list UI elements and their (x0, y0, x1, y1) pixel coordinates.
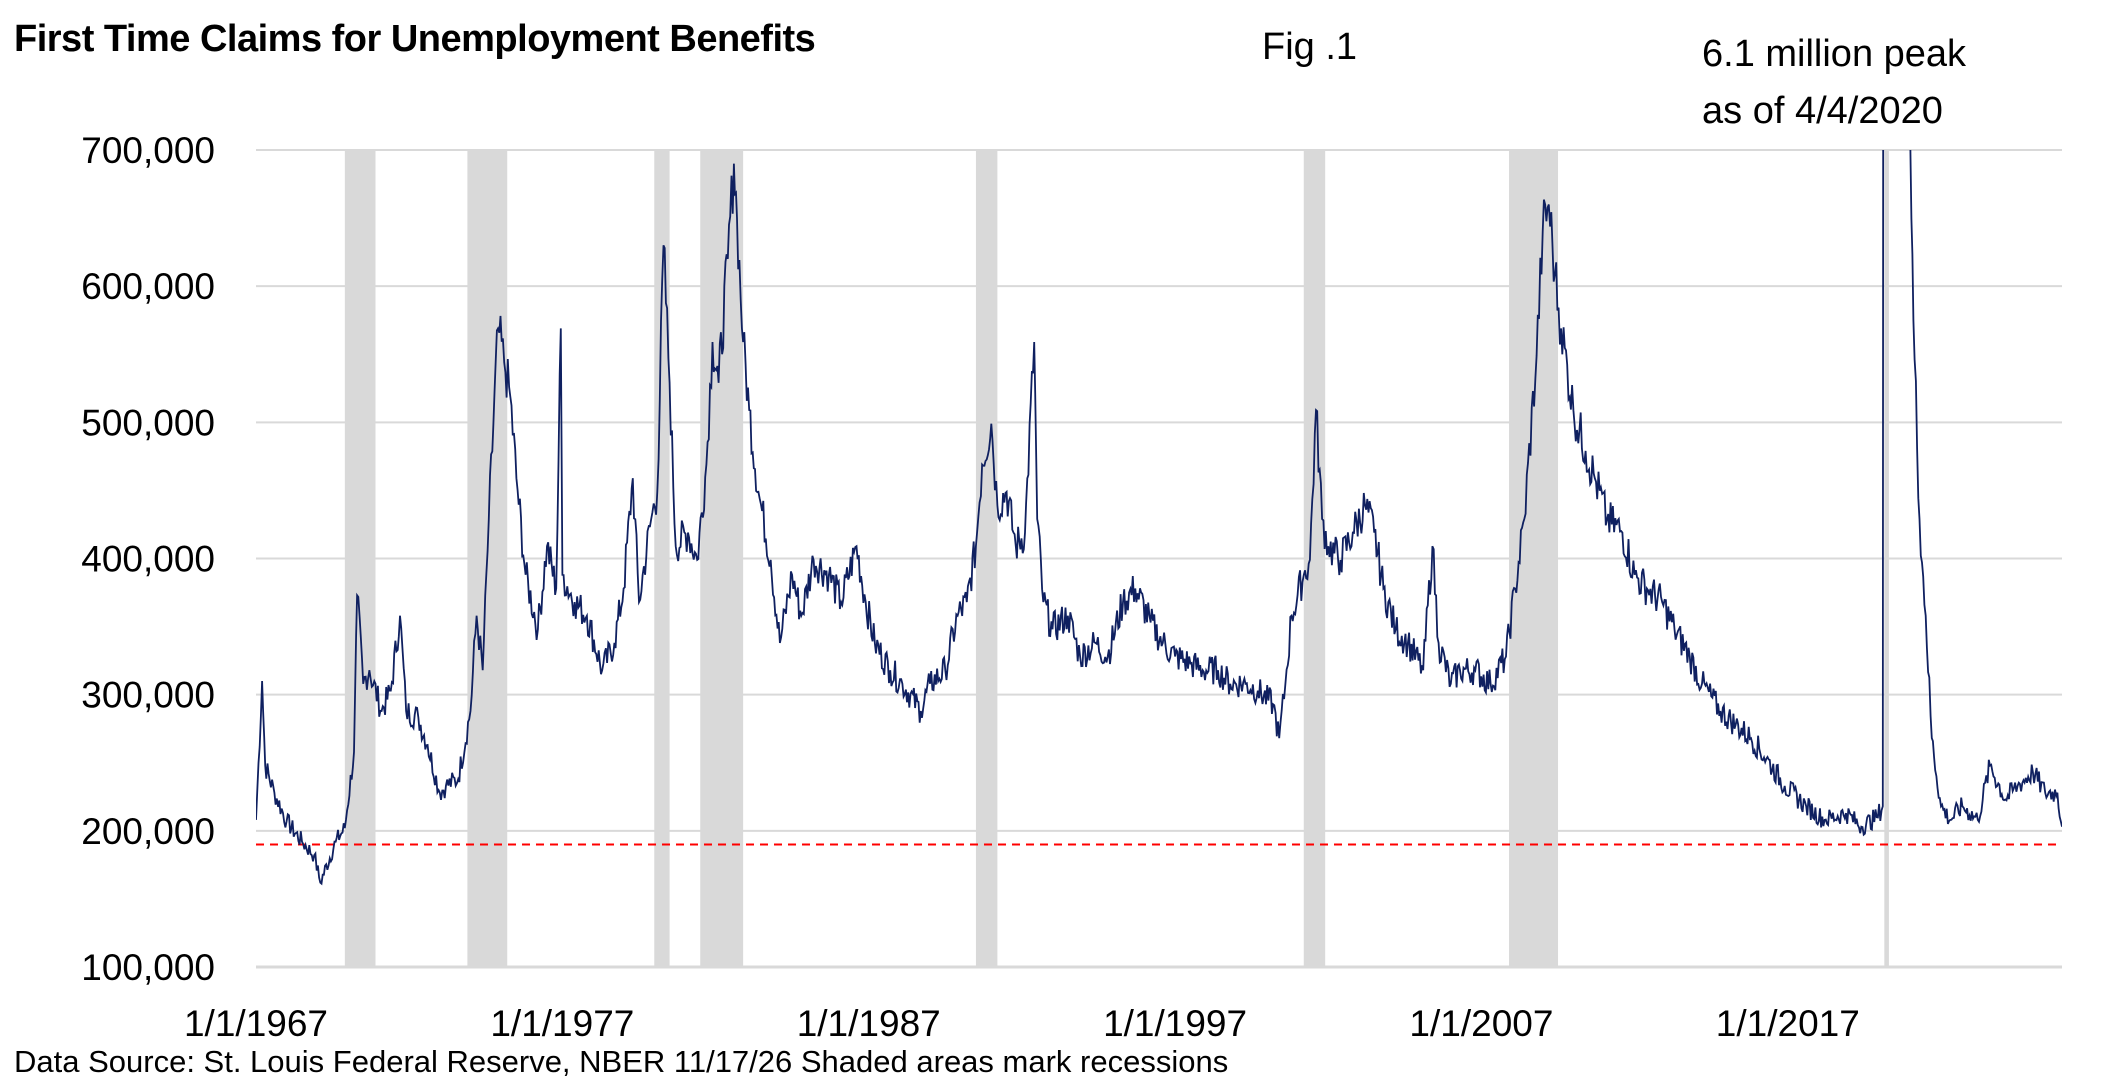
y-tick-label: 300,000 (81, 675, 215, 716)
peak-annotation: 6.1 million peak as of 4/4/2020 (1702, 26, 1966, 140)
y-tick-label: 600,000 (81, 266, 215, 307)
figure-label: Fig .1 (1262, 26, 1358, 68)
y-tick-label: 700,000 (81, 130, 215, 171)
y-tick-label: 400,000 (81, 539, 215, 580)
x-axis: 1/1/1967 1/1/1977 1/1/1987 1/1/1997 1/1/2007… (184, 1003, 1860, 1044)
source-note: Data Source: St. Louis Federal Reserve, … (14, 1044, 1229, 1079)
x-tick-label: 1/1/2007 (1409, 1003, 1553, 1044)
x-tick-label: 1/1/2017 (1716, 1003, 1860, 1044)
x-tick-label: 1/1/1997 (1103, 1003, 1247, 1044)
y-tick-label: 200,000 (81, 811, 215, 852)
y-tick-label: 100,000 (81, 947, 215, 988)
x-tick-label: 1/1/1987 (797, 1003, 941, 1044)
y-axis: 100,000 200,000 300,000 400,000 500,000 600,0… (81, 130, 215, 988)
series-line-initial-claims (256, 150, 2062, 886)
x-tick-label: 1/1/1967 (184, 1003, 328, 1044)
peak-annotation-line-2: as of 4/4/2020 (1702, 90, 1943, 132)
chart-title: First Time Claims for Unemployment Benef… (14, 18, 816, 60)
y-tick-label: 500,000 (81, 402, 215, 443)
x-tick-label: 1/1/1977 (490, 1003, 634, 1044)
peak-annotation-line-1: 6.1 million peak (1702, 33, 1967, 75)
